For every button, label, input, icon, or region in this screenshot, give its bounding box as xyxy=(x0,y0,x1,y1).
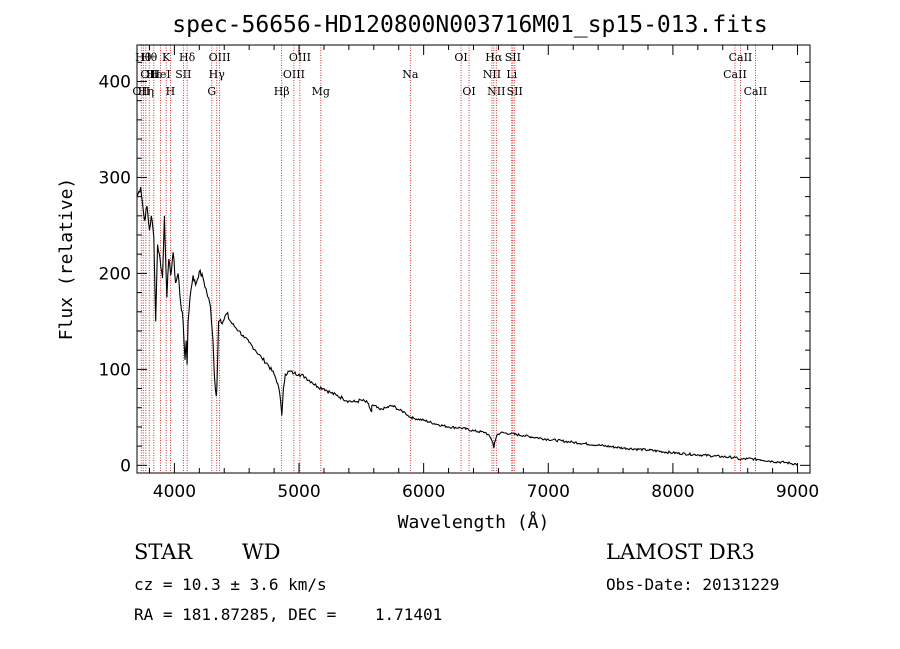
line-label: K xyxy=(162,51,171,64)
line-label: Hβ xyxy=(274,85,290,98)
line-label: OI xyxy=(462,85,475,98)
emission-line-labels: OIIHθHηHθOIIHεHeIKHSIIHδGHγOIIIHβOIIIOII… xyxy=(132,51,767,98)
obs-date-text: Obs-Date: 20131229 xyxy=(606,575,780,594)
line-label: SII xyxy=(505,51,521,64)
x-tick-label: 6000 xyxy=(402,482,445,502)
plot-frame xyxy=(136,44,811,474)
line-label: NII xyxy=(483,68,501,81)
y-tick-label: 300 xyxy=(99,168,131,188)
line-label: Mg xyxy=(312,85,330,98)
x-tick-label: 9000 xyxy=(776,482,819,502)
line-label: OIII xyxy=(209,51,231,64)
line-label: Hη xyxy=(138,85,154,98)
y-tick-label: 0 xyxy=(120,456,131,476)
object-subclass: WD xyxy=(242,540,281,564)
line-label: Hε xyxy=(146,68,162,81)
axis-ticks: 4000 5000 6000 7000 8000 9000 0 100 200 300 400 xyxy=(99,45,819,502)
y-axis-label: Flux (relative) xyxy=(56,178,77,341)
x-tick-label: 4000 xyxy=(153,482,196,502)
redshift-text: cz = 10.3 ± 3.6 km/s xyxy=(134,575,327,594)
line-label: Hθ xyxy=(135,51,152,64)
line-label: NII xyxy=(487,85,505,98)
line-label: OIII xyxy=(283,68,305,81)
y-tick-label: 100 xyxy=(99,360,131,380)
line-label: Hθ xyxy=(141,51,158,64)
flux-series-line xyxy=(136,186,798,466)
line-label: Hδ xyxy=(179,51,196,64)
line-label: CaII xyxy=(744,85,768,98)
line-label: Hα xyxy=(485,51,503,64)
survey-name: LAMOST DR3 xyxy=(606,540,755,564)
coordinates-text: RA = 181.87285, DEC = 1.71401 xyxy=(134,605,443,624)
line-label: SII xyxy=(507,85,523,98)
x-axis-label: Wavelength (Å) xyxy=(398,511,550,533)
line-label: CaII xyxy=(729,51,753,64)
line-label: SII xyxy=(175,68,191,81)
chart-title: spec-56656-HD120800N003716M01_sp15-013.f… xyxy=(172,12,767,38)
x-tick-label: 7000 xyxy=(527,482,570,502)
line-label: Li xyxy=(506,68,517,81)
x-tick-label: 8000 xyxy=(651,482,694,502)
line-label: Hγ xyxy=(209,68,226,81)
line-label: Na xyxy=(402,68,419,81)
line-label: G xyxy=(207,85,216,98)
emission-line-markers xyxy=(140,45,756,473)
y-tick-label: 200 xyxy=(99,264,131,284)
line-label: HeI xyxy=(150,68,170,81)
line-label: CaII xyxy=(723,68,747,81)
object-class: STAR xyxy=(134,540,193,564)
line-label: OII xyxy=(140,68,158,81)
line-label: OI xyxy=(454,51,467,64)
line-label: H xyxy=(166,85,176,98)
y-tick-label: 400 xyxy=(99,72,131,92)
line-label: OIII xyxy=(289,51,311,64)
x-tick-label: 5000 xyxy=(277,482,320,502)
